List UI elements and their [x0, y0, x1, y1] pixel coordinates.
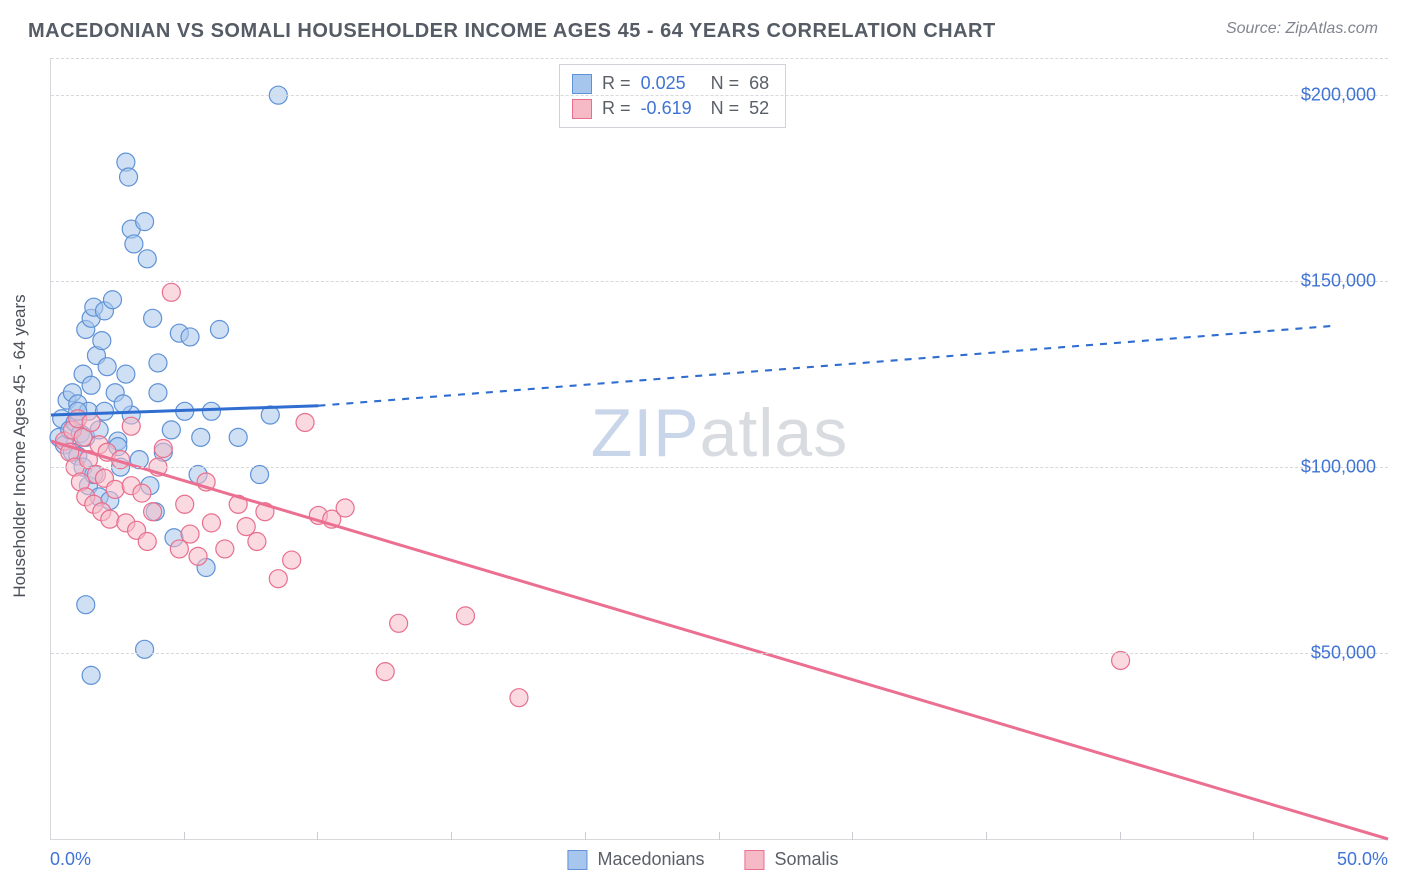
y-axis-title: Householder Income Ages 45 - 64 years	[10, 294, 30, 597]
stats-r-value-0: 0.025	[641, 73, 701, 94]
y-tick-label: $200,000	[1301, 85, 1376, 106]
gridline-h	[51, 467, 1388, 468]
x-tick	[451, 832, 452, 840]
stats-n-label-0: N =	[711, 73, 740, 94]
data-point	[122, 417, 140, 435]
gridline-h	[51, 281, 1388, 282]
y-tick-label: $150,000	[1301, 271, 1376, 292]
x-tick	[852, 832, 853, 840]
x-tick	[719, 832, 720, 840]
x-axis-max-label: 50.0%	[1337, 849, 1388, 870]
data-point	[296, 413, 314, 431]
trend-line	[51, 441, 1388, 839]
data-point	[162, 283, 180, 301]
data-point	[82, 413, 100, 431]
trend-line	[318, 326, 1334, 406]
data-point	[202, 514, 220, 532]
data-point	[120, 168, 138, 186]
gridline-h	[51, 58, 1388, 59]
stats-r-value-1: -0.619	[641, 98, 701, 119]
data-point	[237, 518, 255, 536]
data-point	[136, 213, 154, 231]
stats-n-value-1: 52	[749, 98, 769, 119]
data-point	[1112, 651, 1130, 669]
stats-swatch-1	[572, 99, 592, 119]
data-point	[456, 607, 474, 625]
data-point	[336, 499, 354, 517]
data-point	[189, 547, 207, 565]
gridline-h	[51, 653, 1388, 654]
data-point	[149, 354, 167, 372]
data-point	[138, 250, 156, 268]
data-point	[154, 440, 172, 458]
data-point	[202, 402, 220, 420]
data-point	[251, 466, 269, 484]
data-point	[390, 614, 408, 632]
legend-item-0: Macedonians	[567, 849, 704, 870]
data-point	[510, 689, 528, 707]
stats-n-value-0: 68	[749, 73, 769, 94]
data-point	[106, 480, 124, 498]
scatter-svg	[51, 58, 1388, 839]
data-point	[176, 495, 194, 513]
gridline-h	[51, 95, 1388, 96]
y-tick-label: $50,000	[1311, 643, 1376, 664]
data-point	[248, 532, 266, 550]
x-tick	[1120, 832, 1121, 840]
chart-title: MACEDONIAN VS SOMALI HOUSEHOLDER INCOME …	[28, 20, 996, 43]
data-point	[77, 596, 95, 614]
legend-label-1: Somalis	[775, 849, 839, 870]
x-tick	[317, 832, 318, 840]
legend-bottom: Macedonians Somalis	[567, 849, 838, 870]
data-point	[138, 532, 156, 550]
data-point	[133, 484, 151, 502]
data-point	[216, 540, 234, 558]
data-point	[170, 540, 188, 558]
legend-item-1: Somalis	[745, 849, 839, 870]
stats-r-label-1: R =	[602, 98, 631, 119]
source-label: Source: ZipAtlas.com	[1226, 20, 1378, 38]
stats-swatch-0	[572, 74, 592, 94]
data-point	[136, 640, 154, 658]
data-point	[144, 309, 162, 327]
data-point	[162, 421, 180, 439]
data-point	[269, 570, 287, 588]
legend-swatch-1	[745, 850, 765, 870]
data-point	[82, 666, 100, 684]
legend-label-0: Macedonians	[597, 849, 704, 870]
stats-r-label-0: R =	[602, 73, 631, 94]
stats-row-0: R = 0.025 N = 68	[572, 71, 769, 96]
data-point	[181, 525, 199, 543]
data-point	[144, 503, 162, 521]
data-point	[93, 332, 111, 350]
x-tick	[986, 832, 987, 840]
data-point	[376, 663, 394, 681]
data-point	[181, 328, 199, 346]
data-point	[149, 384, 167, 402]
plot-area: ZIPatlas R = 0.025 N = 68 R = -0.619 N =…	[50, 58, 1388, 840]
data-point	[104, 291, 122, 309]
x-tick	[1253, 832, 1254, 840]
legend-swatch-0	[567, 850, 587, 870]
data-point	[210, 320, 228, 338]
data-point	[101, 510, 119, 528]
stats-n-label-1: N =	[711, 98, 740, 119]
data-point	[82, 376, 100, 394]
x-axis-min-label: 0.0%	[50, 849, 91, 870]
data-point	[283, 551, 301, 569]
data-point	[98, 358, 116, 376]
x-tick	[184, 832, 185, 840]
data-point	[114, 395, 132, 413]
data-point	[229, 428, 247, 446]
x-tick	[585, 832, 586, 840]
data-point	[192, 428, 210, 446]
data-point	[125, 235, 143, 253]
data-point	[117, 365, 135, 383]
y-tick-label: $100,000	[1301, 457, 1376, 478]
stats-row-1: R = -0.619 N = 52	[572, 96, 769, 121]
